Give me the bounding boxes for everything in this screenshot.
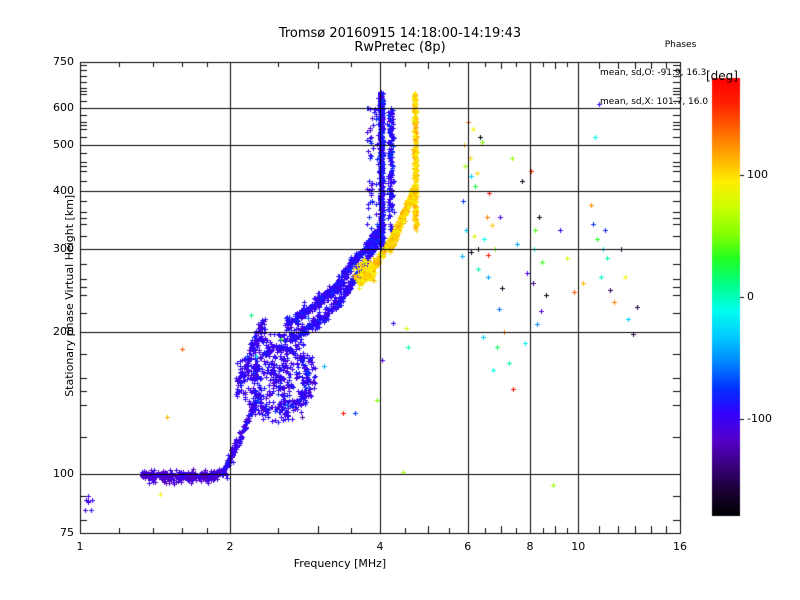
x-tick-label: 4 xyxy=(376,540,384,553)
phase-statistics-block: Phases mean, sd,O: -91.9, 16.3 mean, sd,… xyxy=(600,22,790,126)
plot-title-line2: RwPretec (8p) xyxy=(354,40,446,55)
x-tick-label: 16 xyxy=(673,540,687,553)
x-tick-label: 6 xyxy=(464,540,472,553)
y-tick-label: 75 xyxy=(60,526,74,539)
colorbar-unit-label: [deg] xyxy=(706,69,738,83)
y-tick-label: 300 xyxy=(53,242,74,256)
y-tick-label: 750 xyxy=(53,55,74,68)
y-tick-label: 500 xyxy=(53,137,74,151)
x-tick-label: 2 xyxy=(226,540,234,553)
colorbar-tick-label: -100 xyxy=(747,411,772,425)
phase-statistics-o-mode: mean, sd,O: -91.9, 16.3 xyxy=(600,68,707,79)
colorbar-tick-label: 100 xyxy=(747,168,768,182)
colorbar-tick-label: 0 xyxy=(747,290,754,303)
phase-statistics-x-mode: mean, sd,X: 101.7, 16.0 xyxy=(600,96,709,107)
y-tick-label: 200 xyxy=(53,325,74,339)
y-tick-label: 100 xyxy=(53,467,74,481)
y-tick-label: 600 xyxy=(53,100,74,114)
x-tick-label: 8 xyxy=(526,540,534,553)
plot-title-line1: Tromsø 20160915 14:18:00-14:19:43 xyxy=(278,26,522,41)
phase-statistics-heading: Phases xyxy=(664,39,697,50)
y-tick-label: 400 xyxy=(53,183,74,197)
x-tick-label: 10 xyxy=(571,540,586,553)
x-tick-label: 1 xyxy=(76,540,84,553)
x-axis-label: Frequency [MHz] xyxy=(293,557,387,570)
